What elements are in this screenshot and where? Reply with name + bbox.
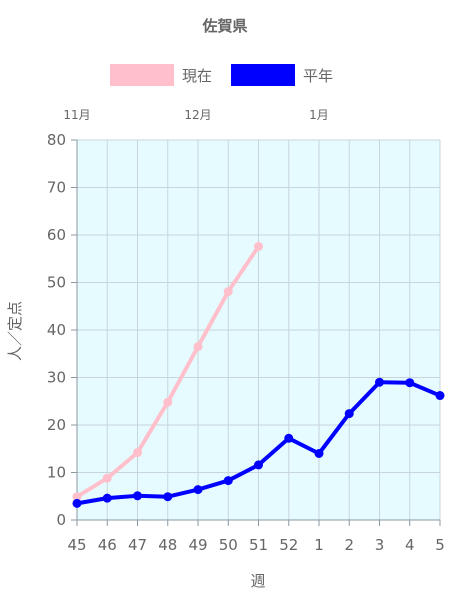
x-tick-label: 50 — [219, 536, 238, 554]
data-point — [133, 491, 142, 501]
x-tick-label: 51 — [249, 536, 268, 554]
data-point — [375, 377, 384, 387]
data-point — [163, 397, 173, 407]
y-tick-label: 70 — [47, 179, 66, 197]
legend-swatch — [110, 64, 174, 86]
x-tick-label: 52 — [279, 536, 298, 554]
data-point — [223, 476, 233, 486]
y-tick-label: 80 — [47, 131, 66, 149]
legend-label: 平年 — [303, 67, 333, 85]
y-tick-label: 30 — [47, 369, 66, 387]
month-label: 1月 — [309, 108, 329, 122]
y-tick-label: 60 — [47, 226, 66, 244]
data-point — [102, 473, 112, 483]
data-point — [72, 492, 82, 502]
x-tick-label: 49 — [188, 536, 207, 554]
chart-title: 佐賀県 — [201, 17, 247, 35]
data-point — [102, 493, 112, 503]
x-tick-label: 45 — [67, 536, 86, 554]
x-tick-label: 1 — [314, 536, 324, 554]
y-tick-label: 10 — [47, 464, 66, 482]
x-axis: 45 46 47 48 49 50 51 52 1 2 3 4 5 — [67, 519, 445, 554]
data-point — [193, 342, 203, 352]
x-tick-label: 5 — [435, 536, 445, 554]
data-point — [435, 391, 445, 401]
series-group — [72, 377, 445, 508]
y-tick-label: 40 — [47, 321, 66, 339]
y-axis-label: 人／定点 — [6, 301, 24, 361]
x-tick-label: 48 — [158, 536, 177, 554]
series-layer — [72, 241, 445, 508]
y-tick-label: 50 — [47, 274, 66, 292]
legend: 現在 平年 — [110, 64, 333, 86]
data-point — [314, 449, 324, 458]
x-tick-label: 47 — [128, 536, 147, 554]
data-point — [133, 448, 142, 458]
data-point — [284, 433, 294, 443]
data-point — [405, 378, 415, 388]
data-point — [193, 485, 203, 495]
y-tick-label: 20 — [47, 416, 66, 434]
x-tick-label: 2 — [344, 536, 354, 554]
data-point — [223, 287, 233, 297]
month-label: 12月 — [184, 108, 211, 122]
data-point — [254, 241, 263, 251]
data-point — [72, 498, 82, 508]
month-label: 11月 — [63, 108, 90, 122]
x-tick-label: 46 — [98, 536, 117, 554]
data-point — [344, 409, 354, 419]
y-tick-label: 0 — [56, 511, 66, 529]
x-axis-label: 週 — [250, 572, 265, 590]
month-labels: 11月 12月 1月 — [63, 108, 328, 122]
legend-label: 現在 — [182, 67, 212, 85]
legend-swatch — [231, 64, 295, 86]
data-point — [254, 460, 263, 470]
data-point — [163, 492, 173, 502]
x-tick-label: 4 — [405, 536, 415, 554]
series-group — [72, 241, 263, 502]
y-axis: 0 10 20 30 40 50 60 70 80 — [47, 131, 78, 529]
x-tick-label: 3 — [375, 536, 385, 554]
